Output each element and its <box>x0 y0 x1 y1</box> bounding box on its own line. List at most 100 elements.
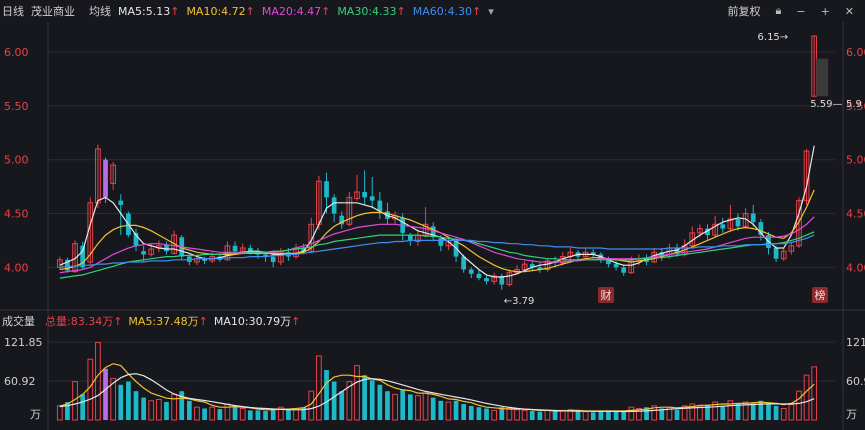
low-label: ←3.79 <box>504 296 535 307</box>
volume-tick-left: 60.92 <box>4 375 36 388</box>
plus-icon[interactable]: + <box>820 4 830 18</box>
candle-body <box>606 258 611 265</box>
volume-bar <box>263 411 268 420</box>
ma-line-ma10 <box>59 189 815 273</box>
volume-bar <box>141 397 146 420</box>
volume-bar <box>87 358 94 421</box>
volume-bar <box>362 375 367 420</box>
ma-dropdown-icon[interactable]: ▾ <box>488 4 494 18</box>
candle-body <box>407 235 413 241</box>
volume-bar <box>286 409 291 420</box>
toolbar: 前复权 🔒︎ − + ✕ <box>719 3 861 19</box>
candle-body <box>270 256 276 262</box>
minus-icon[interactable]: − <box>796 4 806 18</box>
candle-body <box>773 247 779 259</box>
volume-bar <box>194 406 200 421</box>
price-tick-right: 4.50 <box>846 208 865 221</box>
volume-bar <box>613 411 619 420</box>
volume-title: 成交量 <box>2 315 35 328</box>
candle-body <box>788 245 795 252</box>
volume-bar <box>224 403 231 421</box>
volume-bar <box>567 409 574 421</box>
candle-body <box>308 223 315 252</box>
volume-bar <box>331 381 337 420</box>
volume-bar <box>780 407 787 421</box>
candle-body <box>613 264 619 268</box>
candle-body <box>758 222 764 236</box>
candle-body <box>141 251 146 255</box>
candle-body <box>263 254 268 257</box>
volume-bar <box>179 391 185 420</box>
volume-bar <box>445 401 452 421</box>
candle-body <box>346 196 353 225</box>
volume-bar <box>636 407 642 421</box>
price-tick-right: 6.00 <box>846 46 865 59</box>
volume-bar <box>727 400 734 421</box>
volume-bar <box>339 391 345 420</box>
badge-2-text: 榜 <box>815 288 826 302</box>
volume-bar <box>65 402 70 420</box>
volume-bar <box>186 400 192 420</box>
candle-body <box>65 259 70 271</box>
avg-label[interactable]: 均线 <box>89 5 111 18</box>
close-icon[interactable]: ✕ <box>844 4 854 18</box>
volume-bar <box>575 411 581 420</box>
candle-body <box>148 248 155 255</box>
candle-body <box>354 191 360 199</box>
candle-body <box>697 228 703 234</box>
volume-bar <box>705 404 710 420</box>
candle-body <box>628 260 635 274</box>
candle-body <box>247 247 253 252</box>
stock-name: 茂业商业 <box>31 5 75 18</box>
volume-bar <box>95 342 101 421</box>
candle-body <box>301 247 307 252</box>
price-tick-right: 4.00 <box>846 261 865 274</box>
volume-tick-left: 121.85 <box>4 336 43 349</box>
volume-bar <box>277 406 284 421</box>
volume-bar <box>247 410 253 420</box>
volume-bar <box>430 397 436 420</box>
period-label[interactable]: 日线 <box>2 5 24 18</box>
candle-body <box>621 267 627 273</box>
ma30-label: MA30:4.33↑ <box>337 4 406 18</box>
volume-bar <box>529 411 535 420</box>
volume-bar <box>385 391 390 420</box>
price-tick-left: 5.00 <box>4 154 29 167</box>
adjust-button[interactable]: 前复权 <box>727 5 761 18</box>
volume-bar <box>301 407 307 420</box>
candle-body <box>461 256 467 270</box>
candle-body <box>369 196 375 201</box>
candle-body <box>72 243 78 273</box>
volume-ma5-line <box>59 363 815 412</box>
candle-body <box>544 260 551 270</box>
candle-body <box>720 224 726 229</box>
volume-bar <box>156 399 162 421</box>
volume-bar <box>659 408 665 420</box>
volume-bar <box>796 390 802 421</box>
candle-body <box>331 197 337 214</box>
volume-bar <box>217 409 223 420</box>
right-price-label: 5.9 <box>846 99 862 110</box>
volume-bar <box>239 407 246 421</box>
volume-bar <box>552 411 558 420</box>
candle-body <box>712 223 718 236</box>
volume-bar <box>598 411 604 420</box>
candle-body <box>476 273 482 279</box>
volume-bar <box>484 408 489 420</box>
volume-bar <box>438 400 444 420</box>
lock-icon[interactable]: 🔒︎ <box>775 4 782 17</box>
candle-body <box>171 234 177 254</box>
volume-bar <box>468 405 474 420</box>
candle-body <box>529 264 535 268</box>
candle-body <box>202 258 207 261</box>
volume-bar <box>324 370 329 420</box>
volume-bar <box>559 409 566 421</box>
volume-bar <box>377 384 383 420</box>
volume-bar <box>369 380 375 420</box>
volume-bar <box>742 401 749 421</box>
candle-body <box>705 228 710 236</box>
volume-bar <box>521 409 528 421</box>
candle-body <box>590 252 596 255</box>
volume-bar <box>697 405 703 421</box>
